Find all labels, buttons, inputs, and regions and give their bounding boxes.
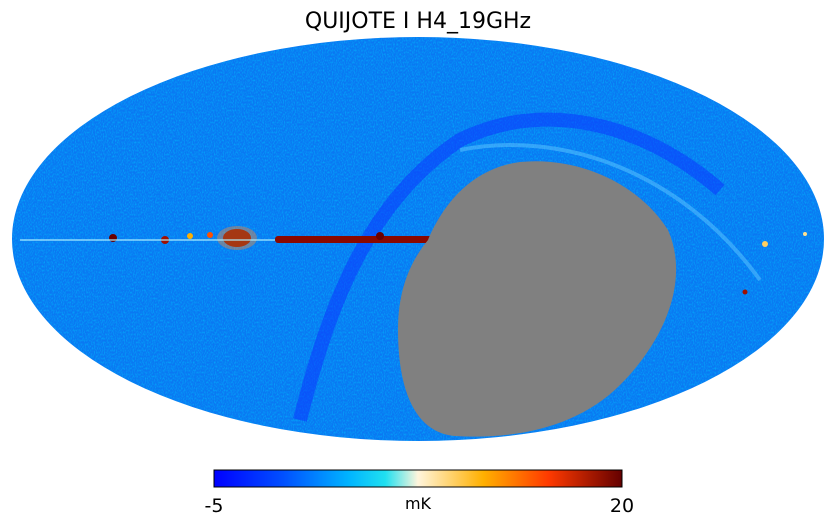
colorbar-min: -5 xyxy=(205,495,224,517)
colorbar-unit: mK xyxy=(405,494,432,513)
colorbar xyxy=(213,469,623,488)
colorbar-max: 20 xyxy=(610,495,634,517)
sky-map xyxy=(12,37,824,441)
map-title: QUIJOTE I H4_19GHz xyxy=(305,9,531,34)
